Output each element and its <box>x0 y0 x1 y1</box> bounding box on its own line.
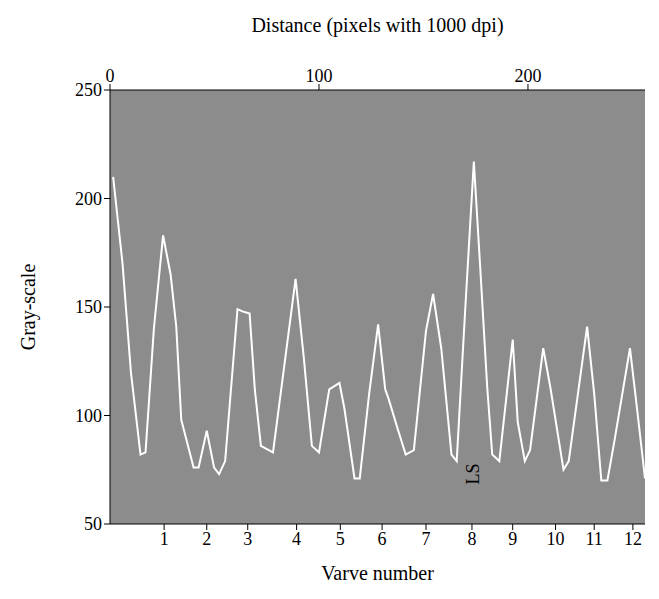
svg-text:200: 200 <box>514 66 541 86</box>
svg-text:0: 0 <box>106 66 115 86</box>
svg-text:11: 11 <box>586 529 603 549</box>
svg-text:4: 4 <box>292 529 301 549</box>
svg-text:1: 1 <box>160 529 169 549</box>
svg-text:100: 100 <box>75 406 102 426</box>
svg-text:2: 2 <box>202 529 211 549</box>
svg-text:5: 5 <box>336 529 345 549</box>
svg-text:7: 7 <box>421 529 430 549</box>
html-text:Distance (pixels with 1000 dpi: Distance (pixels with 1000 dpi) <box>251 14 504 36</box>
svg-text:10: 10 <box>547 529 565 549</box>
svg-text:200: 200 <box>75 189 102 209</box>
svg-text:50: 50 <box>84 514 102 534</box>
svg-text:250: 250 <box>75 80 102 100</box>
svg-text:9: 9 <box>508 529 517 549</box>
svg-text:3: 3 <box>243 529 252 549</box>
svg-text:12: 12 <box>624 529 642 549</box>
svg-text:100: 100 <box>305 66 332 86</box>
svg-text:LS: LS <box>463 464 483 485</box>
html-text:Varve number: Varve number <box>321 562 434 584</box>
html-text:Gray-scale: Gray-scale <box>16 263 39 351</box>
svg-text:150: 150 <box>75 297 102 317</box>
svg-text:8: 8 <box>467 529 476 549</box>
svg-text:6: 6 <box>378 529 387 549</box>
